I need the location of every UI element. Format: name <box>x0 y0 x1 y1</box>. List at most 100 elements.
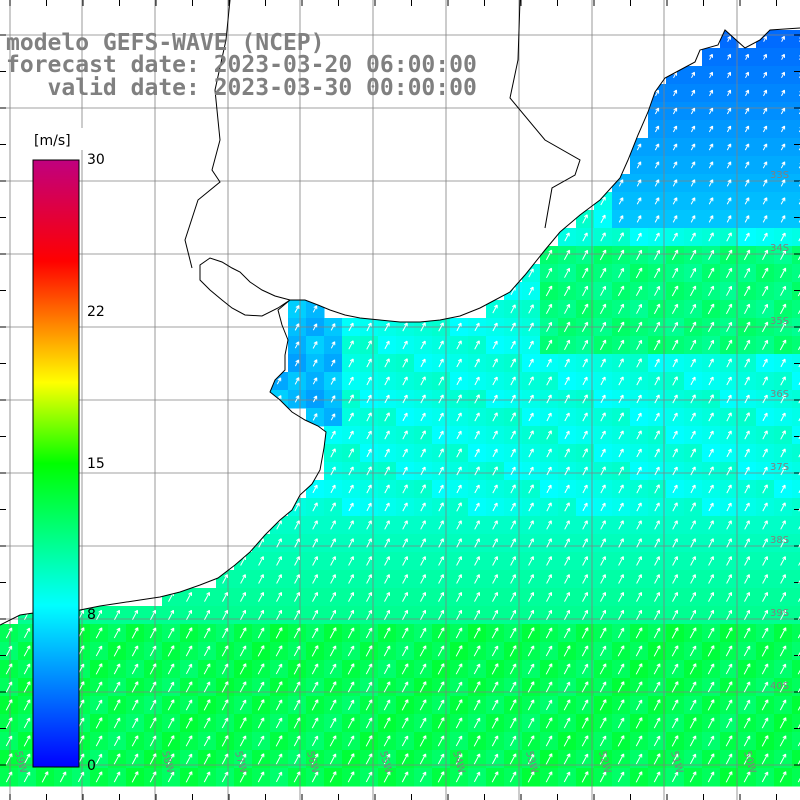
wind-arrow <box>131 771 139 783</box>
wind-arrow <box>420 394 426 404</box>
wind-arrow <box>402 538 408 548</box>
wind-arrow <box>366 520 372 530</box>
wind-arrow <box>762 538 768 548</box>
wind-arrow <box>546 538 552 548</box>
wind-arrow <box>726 197 732 205</box>
wind-arrow <box>527 735 535 747</box>
wind-arrow <box>726 574 732 584</box>
wind-arrow <box>492 340 498 350</box>
wind-arrow <box>347 753 355 765</box>
wind-arrow <box>185 735 193 747</box>
wind-arrow <box>311 627 319 639</box>
wind-arrow <box>708 161 714 169</box>
wind-arrow <box>689 771 697 783</box>
wind-arrow <box>131 753 139 765</box>
wind-arrow <box>5 663 13 675</box>
wind-arrow <box>365 699 373 711</box>
wind-arrow <box>780 484 786 494</box>
wind-arrow <box>708 520 714 530</box>
wind-arrow <box>798 597 800 602</box>
wind-arrow <box>780 430 786 440</box>
wind-arrow <box>311 681 319 693</box>
wind-arrow <box>617 753 625 765</box>
wind-arrow <box>492 591 498 602</box>
wind-arrow <box>419 717 427 729</box>
wind-arrow <box>636 448 642 458</box>
wind-arrow <box>23 753 31 765</box>
wind-arrow <box>329 771 337 783</box>
wind-arrow <box>186 609 192 620</box>
wind-arrow <box>618 179 624 187</box>
wind-arrow <box>582 339 588 350</box>
lat-label: 36S <box>770 389 789 400</box>
wind-arrow <box>726 107 732 115</box>
wind-arrow <box>347 717 355 729</box>
wind-arrow <box>672 321 678 332</box>
wind-arrow <box>707 303 715 315</box>
wind-arrow <box>780 520 786 530</box>
wind-arrow <box>420 430 426 440</box>
wind-arrow <box>366 394 372 404</box>
wind-arrow <box>654 430 660 440</box>
colorbar-tick-15: 15 <box>87 456 105 472</box>
wind-arrow <box>167 699 175 711</box>
wind-arrow <box>546 466 552 476</box>
wind-arrow <box>402 466 408 476</box>
wind-arrow <box>726 215 732 223</box>
wind-arrow <box>438 502 444 512</box>
wind-arrow <box>654 556 660 566</box>
wind-arrow <box>599 267 607 279</box>
wind-arrow <box>564 358 570 368</box>
wind-arrow <box>149 753 157 765</box>
wind-arrow <box>456 412 462 422</box>
wind-arrow <box>474 340 480 350</box>
wind-arrow <box>635 681 643 693</box>
wind-arrow <box>113 681 121 693</box>
wind-arrow <box>708 285 715 297</box>
wind-arrow <box>419 699 427 711</box>
wind-arrow <box>528 484 534 494</box>
wind-arrow <box>275 645 283 657</box>
wind-arrow <box>384 538 390 548</box>
wind-arrow <box>113 627 121 639</box>
wind-arrow <box>563 645 571 657</box>
wind-arrow <box>761 735 769 747</box>
wind-arrow <box>456 376 462 386</box>
lat-label: 37S <box>770 462 789 473</box>
wind-arrow <box>672 232 678 242</box>
wind-arrow <box>348 466 354 476</box>
speed-cell <box>792 246 800 265</box>
map-title: modelo GEFS-WAVE (NCEP) <box>6 30 325 56</box>
speed-cell <box>792 174 800 193</box>
wind-arrow <box>384 340 390 350</box>
wind-arrow <box>671 339 679 351</box>
wind-arrow <box>636 412 642 422</box>
wind-arrow <box>779 717 787 729</box>
wind-arrow <box>618 520 624 530</box>
wind-arrow <box>402 448 408 458</box>
wind-arrow <box>743 681 751 693</box>
wind-arrow <box>473 627 481 639</box>
wind-arrow <box>709 71 713 79</box>
wind-arrow <box>347 645 355 657</box>
wind-arrow <box>672 538 678 548</box>
wind-arrow <box>545 735 553 747</box>
wind-arrow <box>546 448 552 458</box>
wind-arrow <box>635 771 643 783</box>
wind-arrow <box>257 699 265 711</box>
wind-arrow <box>240 609 246 620</box>
speed-cell <box>792 336 800 355</box>
wind-arrow <box>348 322 354 332</box>
wind-arrow <box>492 502 498 512</box>
wind-arrow <box>474 574 480 584</box>
wind-arrow <box>509 681 517 693</box>
wind-arrow <box>708 556 714 566</box>
wind-arrow <box>780 394 786 404</box>
wind-arrow <box>329 627 337 639</box>
wind-arrow <box>167 663 175 675</box>
wind-arrow <box>383 681 391 693</box>
wind-arrow <box>564 394 570 404</box>
wind-arrow <box>527 645 535 657</box>
wind-arrow <box>402 394 408 404</box>
wind-arrow <box>725 753 733 765</box>
